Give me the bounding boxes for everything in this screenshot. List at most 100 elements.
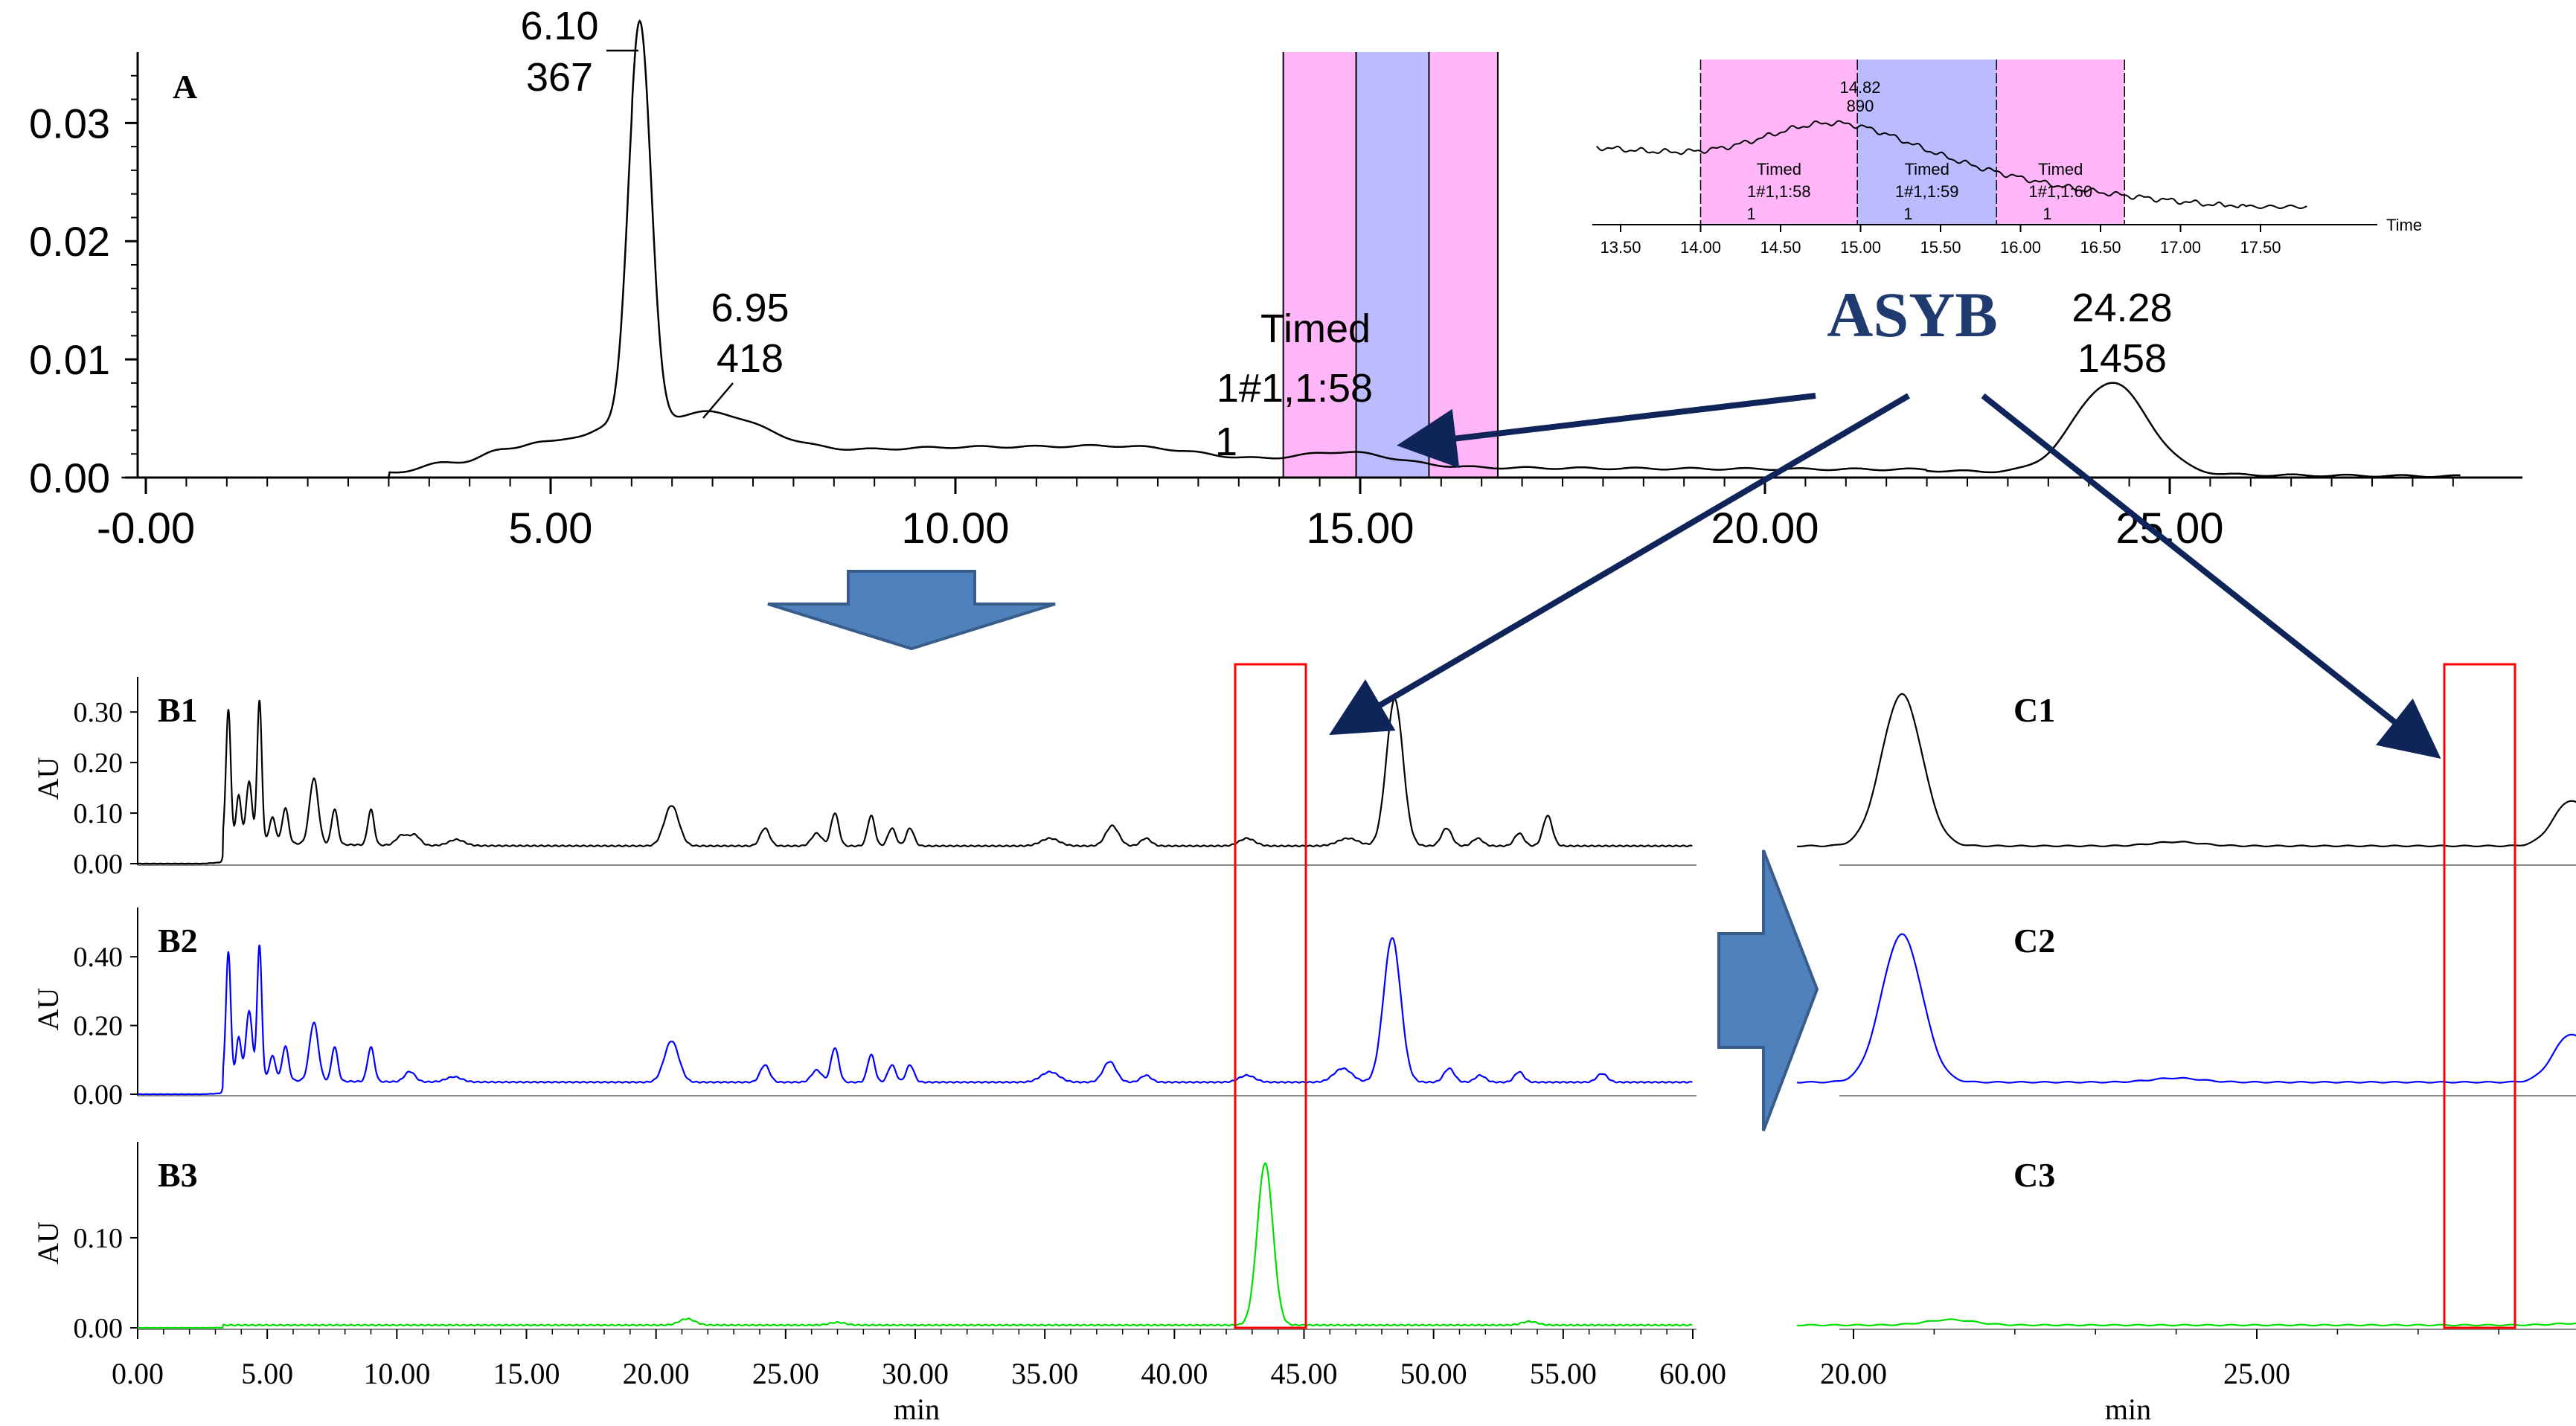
inset-fraction-label: 1#1,1:58 <box>1747 182 1811 201</box>
panel-a-label: A <box>173 68 197 106</box>
inset-fraction-band <box>1857 60 1997 225</box>
panel-a-fraction-band <box>1356 52 1429 478</box>
peak-label-24-28-time: 24.28 <box>2072 286 2172 330</box>
inset-x-tick-label: 16.00 <box>2000 238 2041 257</box>
inset-fraction-label: Timed <box>1905 160 1949 179</box>
inset-fraction-label: 1#1,1:59 <box>1895 182 1959 201</box>
inset-x-tick-label: 14.00 <box>1680 238 1721 257</box>
panel-c2-label: C2 <box>2013 922 2055 960</box>
inset-fraction-label: Timed <box>2038 160 2083 179</box>
panel-b1-trace <box>137 698 1693 865</box>
down-block-arrow <box>767 570 1056 651</box>
panel-b3-trace <box>137 1162 1693 1329</box>
c3-x-tick-label: 25.00 <box>2223 1357 2290 1390</box>
peak-label-24-28-value: 1458 <box>2077 336 2167 381</box>
inset-peak-value: 890 <box>1847 97 1874 115</box>
peak-label-6-95-leader <box>702 382 734 419</box>
panel-b3-y-tick-label: 0.10 <box>74 1223 124 1254</box>
panel-c3-label: C3 <box>2013 1156 2055 1194</box>
panel-b1-y-tick-label: 0.20 <box>74 748 124 779</box>
panel-b2-y-axis-label: AU <box>31 988 65 1031</box>
panel-b1-y-tick-label: 0.00 <box>74 849 124 880</box>
inset-x-tick-label: 15.00 <box>1840 238 1881 257</box>
panel-c1-label: C1 <box>2013 691 2055 729</box>
panel-a-x-tick-label: 5.00 <box>509 504 593 553</box>
panel-b3-y-tick-label: 0.00 <box>74 1313 124 1344</box>
inset-fraction-label: 1 <box>1747 205 1756 223</box>
panel-a-inset: 13.50 14.00 14.50 15.00 15.50 16.00 16.50 17.00… <box>1592 60 2422 257</box>
peak-label-6-95-time: 6.95 <box>711 286 789 330</box>
panel-c3-trace <box>1797 1318 2576 1327</box>
b3-x-tick-label: 55.00 <box>1530 1357 1597 1390</box>
inset-fraction-label: 1 <box>2042 205 2051 223</box>
b3-x-tick-label: 45.00 <box>1271 1357 1338 1390</box>
inset-fraction-label: 1#1,1:60 <box>2028 182 2092 201</box>
panel-b3-label: B3 <box>158 1156 198 1194</box>
inset-x-axis-label: Time <box>2386 216 2422 234</box>
panel-b1-y-axis-label: AU <box>31 757 65 800</box>
inset-x-tick-label: 17.00 <box>2160 238 2201 257</box>
panel-a-x-tick-label: 20.00 <box>1711 504 1819 553</box>
inset-fraction-label: 1 <box>1903 205 1912 223</box>
panel-a: 0.00 0.01 0.02 0.03 -0.00 5.00 10.00 15.00 20.0… <box>29 4 2522 553</box>
panel-b2-y-tick-label: 0.00 <box>74 1079 124 1111</box>
b3-x-tick-label: 30.00 <box>882 1357 949 1390</box>
inset-x-tick-label: 13.50 <box>1600 238 1641 257</box>
timed-label-line-2: 1#1,1:58 <box>1217 366 1373 411</box>
arrow-to-panel-a-peak <box>1397 393 1816 469</box>
panel-a-fraction-band <box>1429 52 1498 478</box>
arrow-to-b1-peak <box>1329 393 1911 736</box>
c3-x-axis-label: min <box>2105 1393 2151 1426</box>
panel-a-x-tick-label: 10.00 <box>901 504 1009 553</box>
panel-a-x-tick-label: -0.00 <box>97 504 195 553</box>
b3-x-tick-label: 0.00 <box>112 1357 164 1390</box>
panel-b1-label: B1 <box>158 691 198 729</box>
panel-a-y-tick-label: 0.03 <box>29 100 110 147</box>
panel-b2-y-tick-label: 0.40 <box>74 942 124 973</box>
c3-x-tick-label: 20.00 <box>1820 1357 1887 1390</box>
b3-x-tick-label: 60.00 <box>1659 1357 1726 1390</box>
panel-b2-label: B2 <box>158 922 198 960</box>
inset-x-tick-label: 15.50 <box>1920 238 1961 257</box>
arrow-to-c1-peak <box>1981 393 2441 759</box>
inset-x-tick-label: 17.50 <box>2240 238 2281 257</box>
peak-label-6-10-value: 367 <box>526 55 593 100</box>
b3-x-tick-label: 50.00 <box>1400 1357 1467 1390</box>
panel-b2-y-tick-label: 0.20 <box>74 1011 124 1042</box>
peak-label-6-95-value: 418 <box>717 336 784 381</box>
b3-x-axis-label: min <box>894 1393 940 1426</box>
highlight-box-b <box>1234 663 1307 1329</box>
timed-label-line-3: 1 <box>1215 420 1237 464</box>
panel-a-y-tick-label: 0.01 <box>29 336 110 383</box>
b3-x-tick-label: 5.00 <box>241 1357 293 1390</box>
panel-c1-trace <box>1797 693 2576 848</box>
panel-b1-y-tick-label: 0.30 <box>74 697 124 728</box>
panel-a-fraction-band <box>1283 52 1356 478</box>
inset-peak-time: 14.82 <box>1839 78 1880 97</box>
highlight-box-c <box>2443 663 2516 1329</box>
right-block-arrow <box>1717 850 1819 1131</box>
b3-x-tick-label: 15.00 <box>493 1357 560 1390</box>
inset-trace <box>1596 120 2307 210</box>
b3-x-tick-label: 35.00 <box>1011 1357 1078 1390</box>
inset-fraction-band <box>1700 60 1858 225</box>
timed-label-line-1: Timed <box>1260 306 1371 351</box>
inset-fraction-label: Timed <box>1757 160 1801 179</box>
panel-a-x-tick-label: 15.00 <box>1306 504 1414 553</box>
peak-label-6-10-time: 6.10 <box>520 4 598 48</box>
inset-x-tick-label: 16.50 <box>2080 238 2121 257</box>
panel-a-y-tick-label: 0.00 <box>29 455 110 501</box>
panel-b3-y-axis-label: AU <box>31 1221 65 1265</box>
panel-b1-y-tick-label: 0.10 <box>74 798 124 829</box>
b3-x-tick-label: 10.00 <box>363 1357 430 1390</box>
panel-a-y-tick-label: 0.02 <box>29 218 110 265</box>
inset-x-tick-label: 14.50 <box>1760 238 1801 257</box>
b3-x-tick-label: 40.00 <box>1141 1357 1208 1390</box>
panel-a-trace <box>121 19 2461 479</box>
inset-fraction-band <box>1996 60 2125 225</box>
b3-x-tick-label: 25.00 <box>752 1357 819 1390</box>
panel-b2-trace <box>137 937 1693 1096</box>
panel-c2-trace <box>1797 933 2576 1084</box>
compound-label: ASYB <box>1827 279 1997 350</box>
